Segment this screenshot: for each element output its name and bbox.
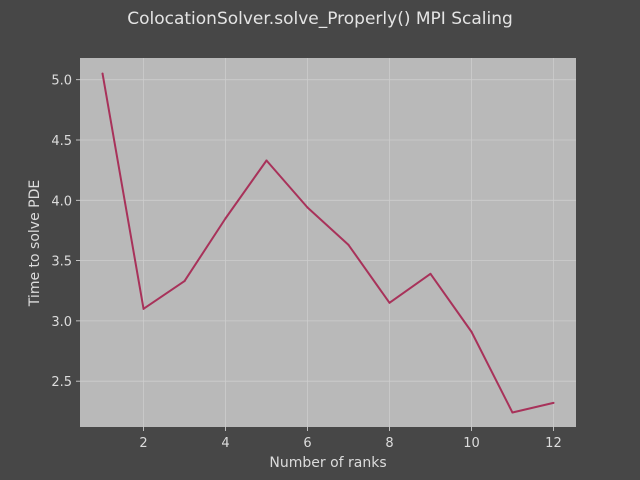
grid-lines	[80, 58, 576, 427]
data-point-10	[470, 330, 473, 333]
data-point-5	[265, 159, 268, 162]
y-tick-label-4.5: 4.5	[51, 134, 72, 149]
data-point-12	[552, 401, 555, 404]
series-line-1	[101, 72, 555, 414]
y-tick-label-5.0: 5.0	[51, 74, 72, 89]
x-tick-label-12: 12	[545, 436, 562, 451]
x-axis-label: Number of ranks	[269, 455, 386, 471]
data-point-1	[101, 72, 104, 75]
y-axis-label: Time to solve PDE	[27, 180, 43, 307]
data-point-9	[429, 272, 432, 275]
data-point-8	[388, 301, 391, 304]
series-layer	[101, 72, 555, 414]
y-tick-label-3.0: 3.0	[51, 315, 72, 330]
data-point-11	[511, 411, 514, 414]
y-tick-label-4.0: 4.0	[51, 194, 72, 209]
data-point-2	[142, 307, 145, 310]
plot-area	[80, 58, 576, 427]
data-point-7	[347, 243, 350, 246]
data-point-3	[183, 280, 186, 283]
x-tick-label-4: 4	[221, 436, 229, 451]
x-tick-label-8: 8	[385, 436, 393, 451]
y-tick-label-3.5: 3.5	[51, 255, 72, 270]
data-point-6	[306, 206, 309, 209]
x-tick-label-10: 10	[463, 436, 480, 451]
y-tick-label-2.5: 2.5	[51, 375, 72, 390]
x-tick-label-6: 6	[303, 436, 311, 451]
axis-ticks: 2 4 6 8 10 12 2.5 3.0 3.5 4.0 4.5 5.0	[51, 74, 561, 451]
chart-title: ColocationSolver.solve_Properly() MPI Sc…	[127, 9, 513, 29]
x-tick-label-2: 2	[139, 436, 147, 451]
data-point-4	[224, 217, 227, 220]
